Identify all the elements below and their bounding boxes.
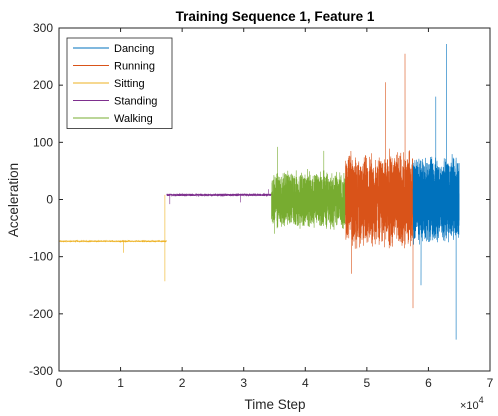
legend: Dancing Running Sitting Standing Walking xyxy=(66,37,173,129)
x-tick-label: 4 xyxy=(302,376,309,390)
y-tick-label: 300 xyxy=(33,21,53,35)
x-tick-label: 7 xyxy=(487,376,494,390)
series-line-standing xyxy=(166,189,272,205)
y-tick-label: -200 xyxy=(29,307,53,321)
plot-area xyxy=(58,44,460,340)
x-tick-label: 5 xyxy=(364,376,371,390)
series-line-dancing xyxy=(412,44,460,340)
x-tick-label: 1 xyxy=(117,376,124,390)
legend-label: Walking xyxy=(114,113,153,125)
x-exponent-base: ×10 xyxy=(460,400,479,412)
x-exponent-label: ×104 xyxy=(460,395,484,412)
y-tick-label: -100 xyxy=(29,250,53,264)
x-tick-label: 3 xyxy=(240,376,247,390)
x-axis-label: Time Step xyxy=(244,397,305,412)
series-line-sitting xyxy=(58,194,167,282)
y-tick-label: -300 xyxy=(29,364,53,378)
series-line-walking xyxy=(271,146,346,234)
y-axis-label: Acceleration xyxy=(6,163,21,237)
axes: 0 1 2 3 4 5 6 7 -300 -200 -100 0 100 200 300 xyxy=(29,21,494,390)
y-tick-label: 100 xyxy=(33,135,53,149)
legend-label: Sitting xyxy=(114,78,145,90)
x-tick-label: 6 xyxy=(425,376,432,390)
legend-label: Running xyxy=(114,61,155,73)
x-exponent-power: 4 xyxy=(479,395,484,405)
y-tick-label: 200 xyxy=(33,78,53,92)
series-line-running xyxy=(345,53,414,309)
legend-label: Dancing xyxy=(114,43,154,55)
x-tick-label: 0 xyxy=(56,376,63,390)
legend-label: Standing xyxy=(114,96,157,108)
chart-title: Training Sequence 1, Feature 1 xyxy=(176,9,375,24)
y-tick-label: 0 xyxy=(46,193,53,207)
x-tick-label: 2 xyxy=(179,376,186,390)
